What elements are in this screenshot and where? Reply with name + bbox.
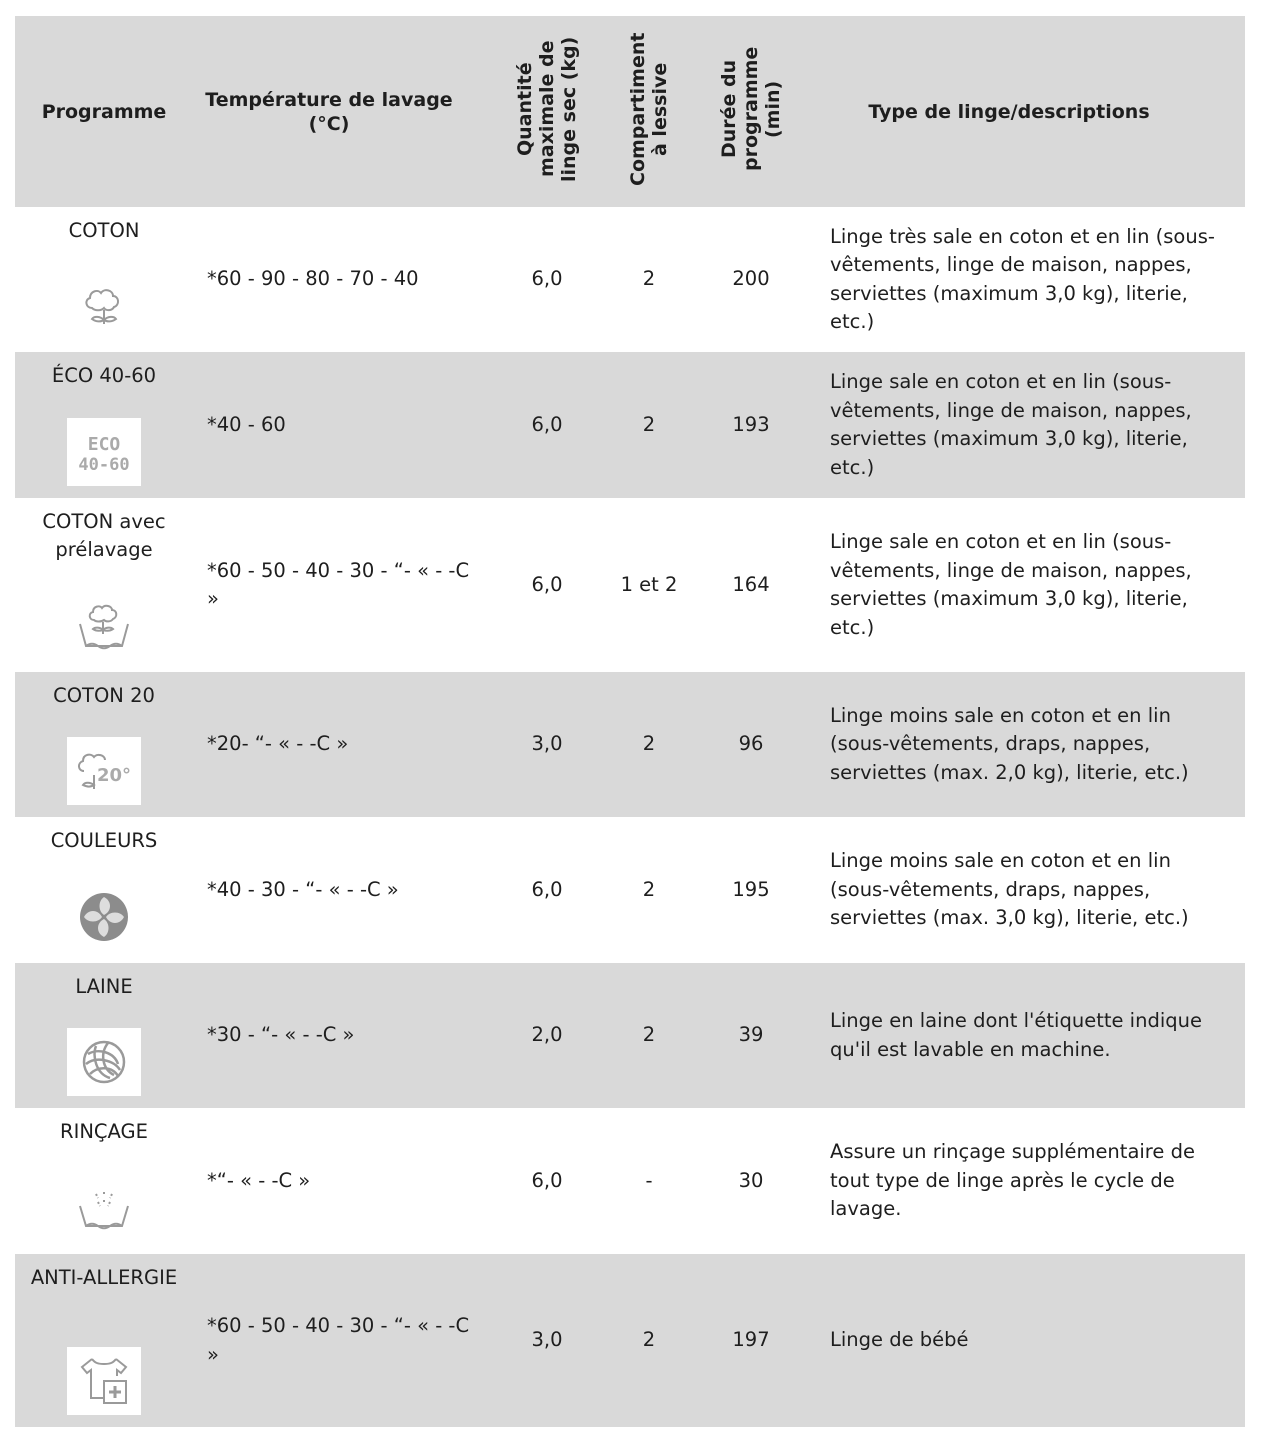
compartment-cell: 2	[642, 412, 656, 436]
programme-name: ANTI-ALLERGIE	[30, 1266, 178, 1289]
description-cell: Assure un rinçage supplémentaire de tout…	[830, 1140, 1195, 1221]
table-row: RINÇAGE *“- « - -C » 6,0 - 30 Assure un …	[15, 1108, 1245, 1254]
svg-text:40-60: 40-60	[78, 455, 129, 475]
header-temperature: Température de lavage (°C)	[193, 16, 495, 207]
quantity-cell: 6,0	[531, 412, 563, 436]
cotton-icon	[67, 272, 141, 340]
cotton-prewash-icon	[67, 592, 141, 660]
temperature-cell: *40 - 30 - “- « - -C »	[207, 877, 399, 901]
duration-cell: 193	[732, 412, 770, 436]
duration-cell: 39	[738, 1023, 764, 1047]
table-row: LAINE *30 - “- « - -C » 2,0 2 39 Linge e…	[15, 963, 1245, 1108]
quantity-cell: 3,0	[531, 1328, 563, 1352]
programme-name: RINÇAGE	[60, 1120, 148, 1143]
cotton-20-icon: 20°	[67, 737, 141, 805]
programme-table: Programme Température de lavage (°C) Qua…	[15, 16, 1245, 1427]
table-row: ANTI-ALLERGIE *60 - 50 - 40 - 30 - “- « …	[15, 1254, 1245, 1427]
duration-cell: 195	[732, 877, 770, 901]
colors-icon	[67, 883, 141, 951]
header-temperature-label: Température de lavage (°C)	[205, 88, 453, 135]
header-duration: Durée du programme (min)	[699, 16, 803, 207]
description-cell: Linge sale en coton et en lin (sous-vête…	[830, 370, 1192, 479]
compartment-cell: 2	[642, 1328, 656, 1352]
rinse-icon	[67, 1174, 141, 1242]
description-cell: Linge en laine dont l'étiquette indique …	[830, 1009, 1202, 1061]
duration-cell: 30	[738, 1168, 764, 1192]
temperature-cell: *60 - 50 - 40 - 30 - “- « - -C »	[207, 558, 470, 611]
svg-text:ECO: ECO	[88, 434, 121, 455]
programme-name: LAINE	[75, 975, 133, 998]
description-cell: Linge de bébé	[830, 1328, 969, 1352]
temperature-cell: *20- “- « - -C »	[207, 732, 349, 756]
programme-name: COULEURS	[50, 829, 158, 852]
description-cell: Linge moins sale en coton et en lin (sou…	[830, 703, 1189, 784]
compartment-cell: -	[645, 1168, 653, 1192]
compartment-cell: 2	[642, 1023, 656, 1047]
header-duration-label: Durée du programme (min)	[718, 46, 784, 171]
programme-cell: COTON	[15, 207, 193, 352]
table-row: COTON 20 20° *20- “- « - -C » 3,0 2 96 L…	[15, 672, 1245, 817]
programme-name: ÉCO 40-60	[51, 364, 157, 387]
temperature-cell: *“- « - -C »	[207, 1168, 311, 1192]
programme-cell: LAINE	[15, 963, 193, 1108]
header-description: Type de linge/descriptions	[868, 100, 1150, 123]
programme-cell: RINÇAGE	[15, 1108, 193, 1254]
compartment-cell: 2	[642, 732, 656, 756]
anti-allergy-icon	[67, 1347, 141, 1415]
compartment-cell: 2	[642, 267, 656, 291]
table-header: Programme Température de lavage (°C) Qua…	[15, 16, 1245, 207]
table-row: ÉCO 40-60 ECO 40-60 *40 - 60 6,0 2 193 Li…	[15, 352, 1245, 498]
header-quantity-label: Quantité maximale de linge sec (kg)	[514, 35, 580, 182]
duration-cell: 200	[732, 267, 770, 291]
programme-cell: ANTI-ALLERGIE	[15, 1254, 193, 1427]
quantity-cell: 6,0	[531, 572, 563, 596]
quantity-cell: 6,0	[531, 267, 563, 291]
svg-text:20°: 20°	[97, 765, 131, 786]
compartment-cell: 2	[642, 877, 656, 901]
table-row: COULEURS *40 - 30 - “- « - -C » 6,0 2 19…	[15, 817, 1245, 963]
programme-name: COTON 20	[53, 684, 155, 707]
eco-40-60-icon: ECO 40-60	[67, 418, 141, 486]
programme-name: COTON avec prélavage	[42, 510, 166, 561]
header-quantity: Quantité maximale de linge sec (kg)	[495, 16, 599, 207]
programme-name: COTON	[68, 219, 140, 242]
header-programme: Programme	[41, 100, 167, 123]
programme-cell: COULEURS	[15, 817, 193, 963]
duration-cell: 164	[732, 572, 770, 596]
compartment-cell: 1 et 2	[620, 572, 678, 596]
wool-icon	[67, 1028, 141, 1096]
programme-cell: COTON avec prélavage	[15, 498, 193, 672]
temperature-cell: *30 - “- « - -C »	[207, 1023, 355, 1047]
programme-cell: COTON 20 20°	[15, 672, 193, 817]
description-cell: Linge moins sale en coton et en lin (sou…	[830, 849, 1189, 930]
duration-cell: 197	[732, 1328, 770, 1352]
table-row: COTON *60 - 90 - 80 - 70 - 40 6,0 2 200 …	[15, 207, 1245, 352]
description-cell: Linge très sale en coton et en lin (sous…	[830, 224, 1215, 334]
quantity-cell: 6,0	[531, 877, 563, 901]
temperature-cell: *60 - 50 - 40 - 30 - “- « - -C »	[207, 1314, 470, 1366]
header-compartment: Compartiment à lessive	[599, 16, 699, 207]
programme-cell: ÉCO 40-60 ECO 40-60	[15, 352, 193, 498]
quantity-cell: 6,0	[531, 1168, 563, 1192]
duration-cell: 96	[738, 732, 764, 756]
quantity-cell: 3,0	[531, 732, 563, 756]
header-compartment-label: Compartiment à lessive	[627, 31, 671, 186]
table-row: COTON avec prélavage *60 - 50 - 40 - 30 …	[15, 498, 1245, 672]
description-cell: Linge sale en coton et en lin (sous-vête…	[830, 530, 1192, 639]
temperature-cell: *60 - 90 - 80 - 70 - 40	[207, 267, 419, 291]
quantity-cell: 2,0	[531, 1023, 563, 1047]
temperature-cell: *40 - 60	[207, 412, 286, 436]
